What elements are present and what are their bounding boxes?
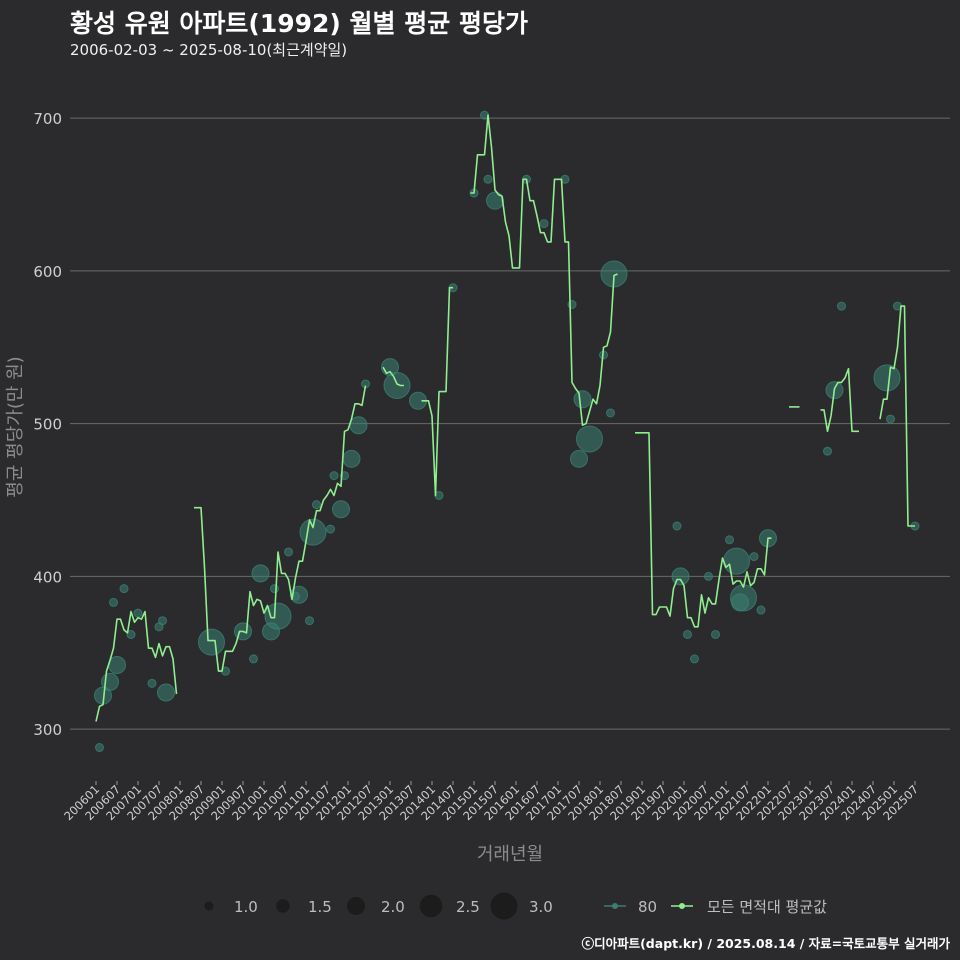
bubble-point <box>119 584 129 594</box>
bubble-point <box>332 500 350 519</box>
bubble-point <box>730 584 757 612</box>
y-tick-label: 400 <box>33 568 62 586</box>
average-line-segment <box>820 367 859 433</box>
source-caption: ⓒ디아파트(dapt.kr) / 2025.08.14 / 자료=국토교통부 실… <box>581 936 950 951</box>
bubble-point <box>606 408 615 418</box>
bubble-point <box>95 743 104 753</box>
bubble-point <box>671 567 690 586</box>
bubble-point <box>576 425 603 453</box>
bubble-point <box>486 191 504 210</box>
bubble-point <box>270 584 279 594</box>
size-legend-dot <box>347 897 365 915</box>
size-legend-label: 3.0 <box>529 898 553 916</box>
bubble-point <box>873 364 901 392</box>
average-line-segment <box>470 114 618 426</box>
size-legend-label: 2.0 <box>381 898 405 916</box>
legend-label-80: 80 <box>638 898 657 916</box>
average-line-segment <box>879 305 915 527</box>
y-tick-label: 600 <box>33 263 62 281</box>
size-legend-dot <box>204 901 214 911</box>
bubble-point <box>704 571 713 581</box>
average-line-segment <box>95 610 178 722</box>
size-legend-label: 1.0 <box>234 898 258 916</box>
bubble-point <box>725 535 734 545</box>
chart-subtitle: 2006-02-03 ~ 2025-08-10(최근계약일) <box>70 41 348 59</box>
bubble-point <box>749 552 759 562</box>
y-tick-label: 700 <box>33 110 62 128</box>
y-axis-ticks: 300 400 500 600 700 <box>33 110 62 739</box>
y-tick-label: 500 <box>33 416 62 434</box>
bubble-point <box>284 547 293 557</box>
bubble-point <box>249 654 258 664</box>
bubble-point <box>299 518 327 546</box>
bubble-point <box>539 219 549 229</box>
bubble-point <box>251 564 270 583</box>
bubble-point <box>483 174 493 184</box>
average-line-segment <box>194 385 367 672</box>
bubble-point <box>672 521 682 531</box>
line-series <box>95 114 915 722</box>
bubble-point <box>886 414 895 424</box>
legend-swatch-avg-dot <box>679 903 685 909</box>
bubble-point <box>147 678 157 688</box>
bubble-point <box>756 605 766 615</box>
size-legend-dot <box>490 892 518 920</box>
bubble-series <box>94 110 920 753</box>
bubble-point <box>305 616 314 626</box>
legend-label-average: 모든 면적대 평균값 <box>707 898 827 916</box>
grid-lines <box>70 117 950 730</box>
bubble-point <box>264 602 292 630</box>
x-axis-title: 거래년월 <box>477 844 543 865</box>
bubble-point <box>133 608 143 618</box>
bubble-point <box>342 449 361 468</box>
legend: 1.0 1.5 2.0 2.5 3.0 80 모든 면적대 평균값 <box>204 892 827 920</box>
bubble-point <box>690 654 699 664</box>
bubble-point <box>157 683 175 702</box>
bubble-point <box>329 471 339 481</box>
bubble-point <box>723 547 750 575</box>
x-axis-ticks: 2006012006072007012007072008012008072009… <box>61 781 921 823</box>
bubble-point <box>126 629 136 639</box>
bubble-point <box>711 629 720 639</box>
size-legend-dot <box>419 894 443 918</box>
bubble-point <box>312 500 321 510</box>
bubble-point <box>570 449 588 468</box>
size-legend-label: 1.5 <box>308 898 332 916</box>
bubble-point <box>326 524 335 534</box>
bubble-point <box>109 597 118 607</box>
bubble-point <box>349 416 368 435</box>
y-tick-label: 300 <box>33 721 62 739</box>
average-line-segment <box>635 432 772 628</box>
bubble-point <box>158 616 167 626</box>
average-line-segment <box>382 366 404 387</box>
bubble-point <box>823 446 832 456</box>
size-legend-label: 2.5 <box>456 898 480 916</box>
legend-swatch-80-dot <box>612 903 618 909</box>
chart-title: 황성 유원 아파트(1992) 월별 평균 평당가 <box>70 9 528 38</box>
bubble-point <box>383 371 411 399</box>
bubble-point <box>573 390 592 409</box>
size-legend-dot <box>276 899 290 913</box>
average-line-segment <box>421 286 453 497</box>
bubble-point <box>198 628 225 656</box>
y-axis-title: 평균 평당가(만 원) <box>5 356 26 497</box>
bubble-point <box>683 629 692 639</box>
bubble-point <box>837 301 846 311</box>
